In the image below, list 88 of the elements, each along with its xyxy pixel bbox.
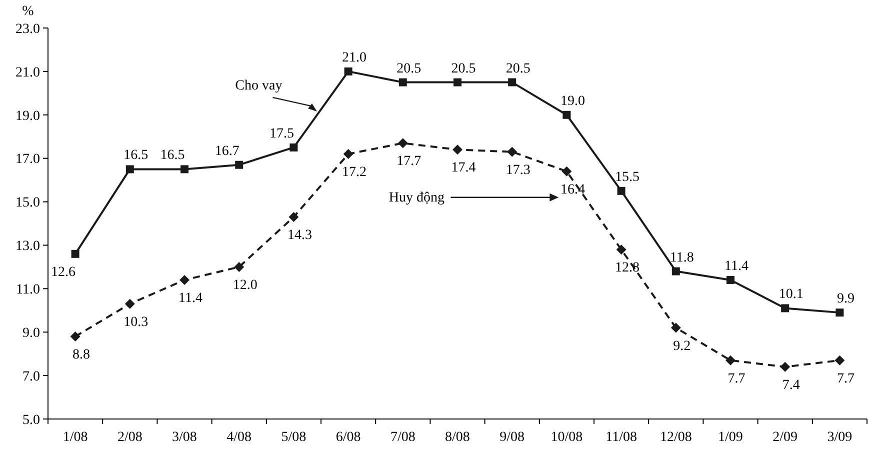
x-tick-label: 1/09: [718, 430, 743, 445]
point: [836, 308, 844, 317]
y-tick-label: 13.0: [16, 239, 40, 254]
y-tick-label: 7.0: [22, 369, 40, 384]
point: [71, 250, 80, 258]
point: [290, 143, 298, 152]
text: Cho vay: [235, 78, 282, 94]
x-tick-label: 6/08: [336, 430, 361, 445]
data-label: 10.3: [124, 314, 148, 330]
point: [508, 78, 516, 86]
point: [617, 186, 626, 195]
point: [670, 322, 681, 333]
data-label: 16.7: [214, 144, 240, 159]
x-tick-label: 12/08: [660, 430, 692, 445]
data-label: 17.3: [506, 162, 530, 178]
data-label: 14.3: [287, 228, 312, 243]
y-tick-label: 9.0: [22, 326, 40, 342]
y-tick-label: 15.0: [16, 196, 40, 211]
point: [235, 160, 244, 169]
y-axis-title: %: [22, 4, 34, 19]
data-label: 12.6: [51, 264, 76, 280]
point: [562, 166, 572, 176]
y-tick-label: 17.0: [16, 152, 40, 168]
y-tick-label: 19.0: [16, 108, 40, 124]
data-label: 10.1: [778, 287, 804, 302]
y-tick-label: 21.0: [16, 65, 40, 80]
point: [343, 148, 354, 159]
data-label: 9.9: [836, 292, 854, 307]
data-label: 12.0: [232, 278, 258, 293]
data-label: 16.5: [124, 148, 148, 164]
data-label: 17.2: [342, 164, 367, 180]
point: [398, 138, 408, 148]
data-label: 7.4: [782, 378, 800, 393]
x-tick-label: 7/08: [390, 430, 416, 445]
point: [781, 304, 790, 312]
point: [70, 331, 80, 342]
point: [507, 146, 518, 157]
data-label: 11.8: [670, 250, 694, 266]
data-label: 8.8: [72, 347, 90, 362]
x-tick-label: 2/09: [772, 430, 798, 445]
x-tick-label: 1/08: [62, 430, 88, 445]
data-label: 7.7: [728, 371, 746, 386]
data-label: 16.4: [560, 182, 585, 198]
data-label: 17.4: [451, 160, 476, 176]
data-label: 20.5: [396, 61, 422, 76]
point: [398, 78, 407, 86]
data-label: 17.5: [269, 126, 294, 142]
x-tick-label: 5/08: [281, 430, 306, 445]
point: [454, 78, 462, 86]
point: [452, 144, 462, 155]
point: [180, 165, 188, 174]
point: [124, 298, 135, 309]
data-label: 12.8: [615, 260, 640, 276]
data-label: 16.5: [160, 148, 185, 164]
x-tick-label: 3/09: [827, 430, 852, 445]
point: [180, 274, 190, 285]
point: [616, 244, 626, 255]
point: [562, 110, 571, 119]
x-tick-label: 4/08: [226, 430, 252, 445]
x-tick-label: 2/08: [117, 430, 142, 445]
point: [780, 362, 790, 372]
point: [126, 165, 134, 174]
data-label: 20.5: [506, 61, 530, 76]
point: [234, 262, 244, 272]
point: [672, 267, 680, 276]
point: [834, 355, 845, 366]
data-label: 9.2: [673, 338, 691, 354]
x-tick-label: 8/08: [445, 430, 470, 445]
x-tick-label: 10/08: [550, 430, 583, 445]
data-label: 11.4: [724, 258, 748, 274]
point: [288, 212, 299, 222]
data-label: 19.0: [560, 94, 585, 109]
point: [726, 276, 734, 284]
data-label: 21.0: [342, 50, 367, 66]
text: Huy động: [388, 190, 445, 206]
data-label: 17.7: [396, 154, 422, 170]
y-tick-label: 5.0: [22, 412, 40, 428]
data-label: 15.5: [615, 170, 640, 185]
data-label: 7.7: [836, 371, 854, 386]
x-tick-label: 3/08: [172, 430, 197, 445]
point: [344, 67, 352, 76]
x-tick-label: 9/08: [500, 430, 525, 445]
x-tick-label: 11/08: [606, 430, 637, 445]
y-tick-label: 23.0: [16, 22, 40, 37]
data-label: 11.4: [178, 290, 202, 306]
data-label: 20.5: [451, 61, 476, 76]
y-tick-label: 11.0: [16, 282, 40, 298]
point: [726, 355, 736, 366]
